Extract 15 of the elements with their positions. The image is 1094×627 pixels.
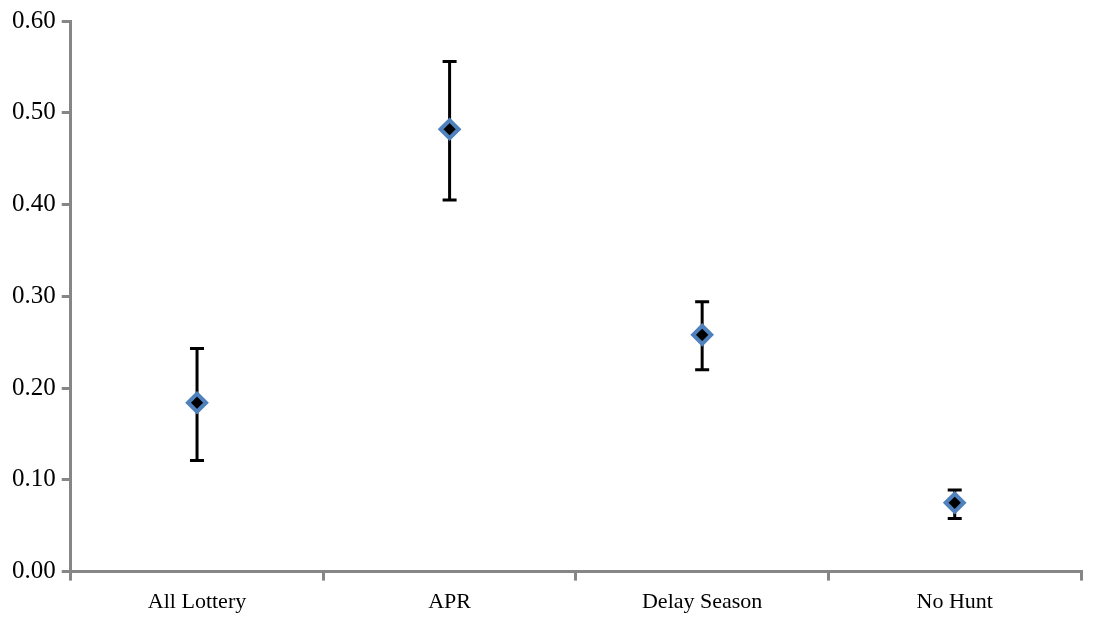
point [691, 323, 714, 346]
y-tick-label: 0.10 [12, 464, 56, 492]
y-tick-label: 0.50 [12, 97, 56, 125]
y-tick-label: 0.30 [12, 280, 56, 308]
x-tick-label: All Lottery [147, 587, 247, 613]
x-tick-label: No Hunt [916, 587, 993, 613]
point [438, 118, 461, 141]
point [943, 491, 966, 514]
x-tick-label: APR [428, 587, 472, 613]
y-tick-label: 0.60 [12, 5, 56, 33]
point [186, 391, 209, 414]
y-tick-label: 0.40 [12, 189, 56, 217]
y-tick-label: 0.00 [12, 556, 56, 584]
y-tick-label: 0.20 [12, 372, 56, 400]
x-tick-label: Delay Season [641, 587, 763, 613]
